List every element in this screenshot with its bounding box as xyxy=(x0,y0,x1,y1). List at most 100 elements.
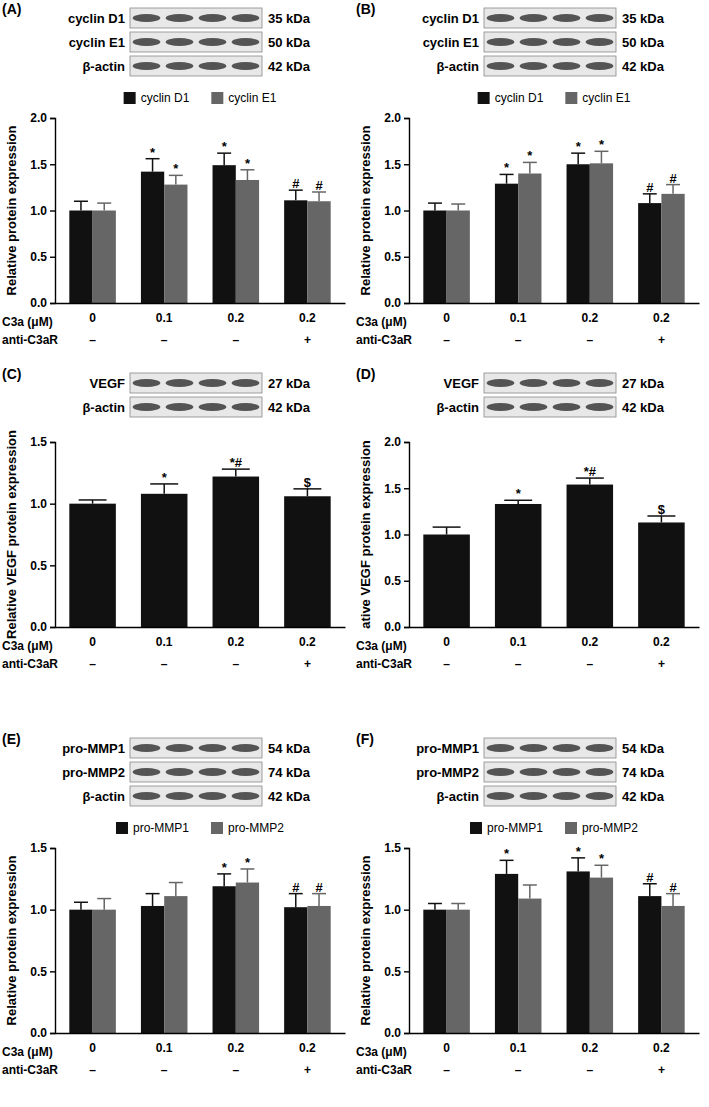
plot-area xyxy=(423,478,684,627)
blot-band xyxy=(232,744,260,752)
x-tick-label: 0.2 xyxy=(299,635,316,649)
error-cap xyxy=(74,902,88,904)
blot-name: β-actin xyxy=(436,789,479,804)
bar xyxy=(567,485,614,627)
bar xyxy=(661,906,684,1033)
significance-mark: * xyxy=(504,846,510,861)
blot-size: 74 kDa xyxy=(622,765,665,780)
x-tick: 0.2 xyxy=(581,1033,598,1055)
significance-mark: $ xyxy=(304,475,312,490)
error-bar xyxy=(523,885,537,899)
legend-swatch xyxy=(116,822,128,834)
significance-mark: # xyxy=(669,171,677,186)
blot-strip xyxy=(130,762,262,782)
blot-band xyxy=(520,768,548,776)
y-tick: 2.0 xyxy=(384,111,409,125)
y-tick-label: 1.0 xyxy=(30,204,47,218)
x-row-title: C3a (μM) xyxy=(2,639,53,653)
annotations: **#$ xyxy=(516,464,666,517)
y-tick-label: 0.0 xyxy=(384,620,401,634)
panel: (A)cyclin D135 kDacyclin E150 kDaβ-actin… xyxy=(2,1,346,347)
x-tick: 0.2 xyxy=(653,303,670,325)
y-tick-mark xyxy=(404,534,409,535)
x-row2-label: – xyxy=(586,333,593,347)
x-tick: 0 xyxy=(443,627,450,649)
legend-label: cyclin D1 xyxy=(141,91,190,105)
blot-band xyxy=(166,379,194,387)
legend-label: cyclin D1 xyxy=(495,91,544,105)
error-line xyxy=(434,203,436,210)
significance-mark: * xyxy=(599,851,605,866)
blot-size: 35 kDa xyxy=(268,11,311,26)
blot-size: 27 kDa xyxy=(268,376,311,391)
error-bar xyxy=(451,904,465,910)
y-tick: 0.0 xyxy=(384,296,409,310)
x-row-title: C3a (μM) xyxy=(356,315,407,329)
x-row2-label: – xyxy=(443,1063,450,1077)
blot-band xyxy=(553,792,581,800)
y-tick-label: 0.5 xyxy=(30,250,47,264)
bar xyxy=(69,910,92,1033)
significance-mark: # xyxy=(646,870,654,885)
y-tick-mark xyxy=(50,442,55,443)
bar xyxy=(495,874,518,1033)
y-tick: 0.5 xyxy=(30,559,55,573)
y-tick-mark xyxy=(50,971,55,972)
blot-band xyxy=(133,62,161,70)
blot-band xyxy=(232,38,260,46)
bar xyxy=(423,211,446,304)
blot-band xyxy=(133,379,161,387)
blot-band xyxy=(487,62,515,70)
x-row2: –––+ xyxy=(443,657,665,671)
error-line xyxy=(446,527,448,534)
legend-label: pro-MMP2 xyxy=(228,821,284,835)
panel-label: (A) xyxy=(2,1,21,17)
y-tick-label: 1.5 xyxy=(384,482,401,496)
x-tick-label: 0.2 xyxy=(581,1041,598,1055)
x-tick-label: 0.2 xyxy=(581,635,598,649)
bar xyxy=(213,165,236,303)
error-cap xyxy=(428,903,442,905)
error-line xyxy=(434,904,436,910)
bar xyxy=(447,910,470,1033)
error-line xyxy=(175,175,177,184)
blot-band xyxy=(166,62,194,70)
error-bar xyxy=(451,204,465,210)
error-line xyxy=(103,899,105,910)
blot-band xyxy=(166,792,194,800)
blot-band xyxy=(553,403,581,411)
bar xyxy=(284,200,307,303)
legend-swatch xyxy=(470,822,482,834)
blot-band xyxy=(199,744,227,752)
panel-label: (E) xyxy=(2,731,21,747)
y-tick-mark xyxy=(50,164,55,165)
blot-band xyxy=(199,768,227,776)
y-tick-label: 0.0 xyxy=(30,296,47,310)
x-tick-label: 0.2 xyxy=(653,311,670,325)
error-line xyxy=(672,185,674,194)
y-tick-mark xyxy=(404,442,409,443)
blot-size: 54 kDa xyxy=(622,741,665,756)
x-tick: 0.2 xyxy=(653,1033,670,1055)
error-line xyxy=(649,194,651,203)
blot-band xyxy=(586,744,614,752)
legend-swatch xyxy=(565,822,577,834)
x-row2-label: + xyxy=(658,657,665,671)
y-tick-mark xyxy=(50,565,55,566)
y-tick: 0.5 xyxy=(384,965,409,979)
y-tick: 0.0 xyxy=(384,620,409,634)
y-tick: 1.5 xyxy=(384,482,409,496)
error-line xyxy=(506,174,508,183)
x-axis-line xyxy=(410,1033,700,1034)
x-tick-label: 0 xyxy=(443,1041,450,1055)
blot-row: β-actin42 kDa xyxy=(436,56,664,76)
error-bar xyxy=(146,159,160,172)
error-bar xyxy=(666,185,680,194)
x-axis: 00.10.20.2 xyxy=(56,303,346,325)
y-tick-mark xyxy=(404,257,409,258)
panel: (B)cyclin D135 kDacyclin E150 kDaβ-actin… xyxy=(356,1,700,347)
error-bar xyxy=(289,894,303,908)
blot-band xyxy=(487,744,515,752)
x-row-title: C3a (μM) xyxy=(356,639,407,653)
significance-mark: # xyxy=(292,880,300,895)
